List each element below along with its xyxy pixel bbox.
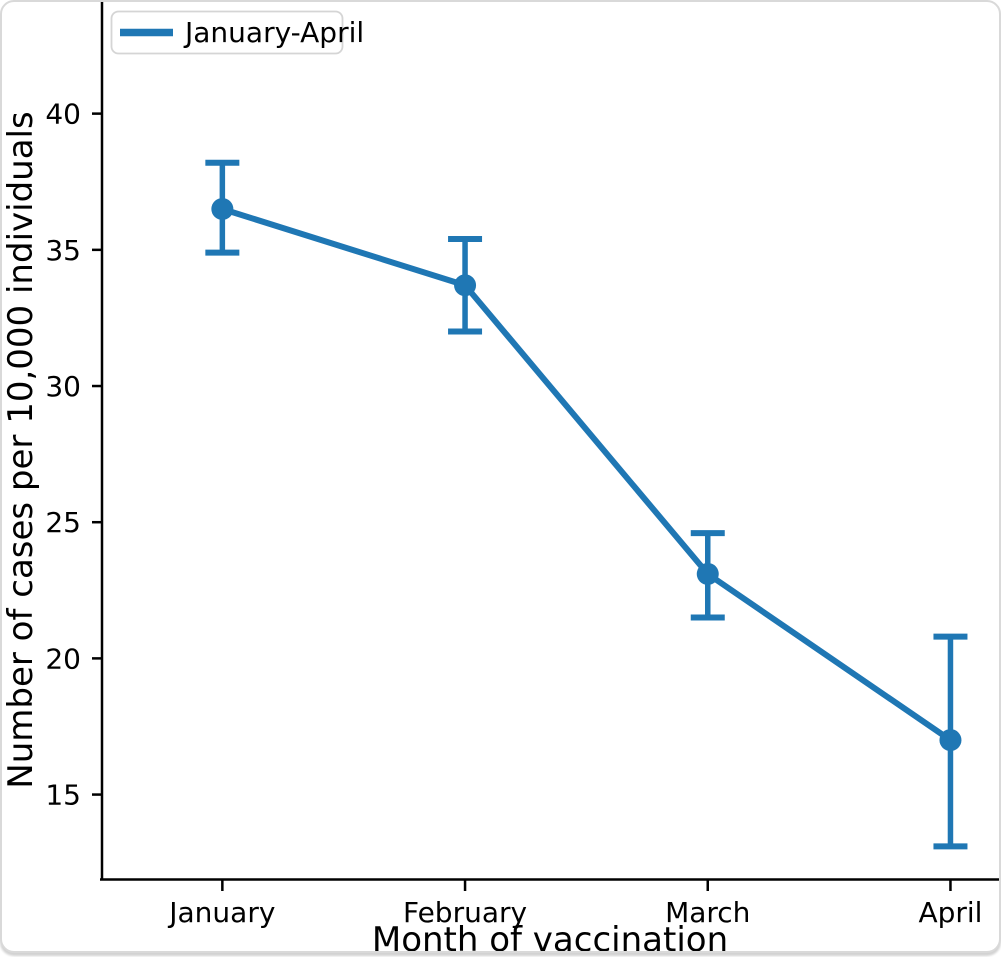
y-tick-label: 15: [45, 779, 81, 812]
data-point-april: [939, 729, 962, 752]
x-axis-title: Month of vaccination: [372, 920, 728, 951]
y-tick-label: 25: [45, 506, 81, 539]
data-point-march: [696, 562, 719, 585]
y-tick-label: 35: [45, 234, 81, 267]
legend-label: January-April: [183, 16, 364, 49]
y-tick-label: 40: [45, 98, 81, 131]
y-axis-title: Number of cases per 10,000 individuals: [2, 111, 41, 788]
series-line: [221, 206, 953, 743]
y-tick-label: 20: [45, 642, 81, 675]
data-point-february: [454, 274, 477, 297]
x-tick-label: March: [665, 896, 750, 929]
data-point-january: [211, 197, 234, 220]
x-tick-label: February: [403, 896, 527, 929]
x-tick-label: April: [918, 896, 982, 929]
x-tick-label: January: [167, 896, 275, 929]
y-tick-label: 30: [45, 370, 81, 403]
legend-box: [110, 10, 344, 55]
